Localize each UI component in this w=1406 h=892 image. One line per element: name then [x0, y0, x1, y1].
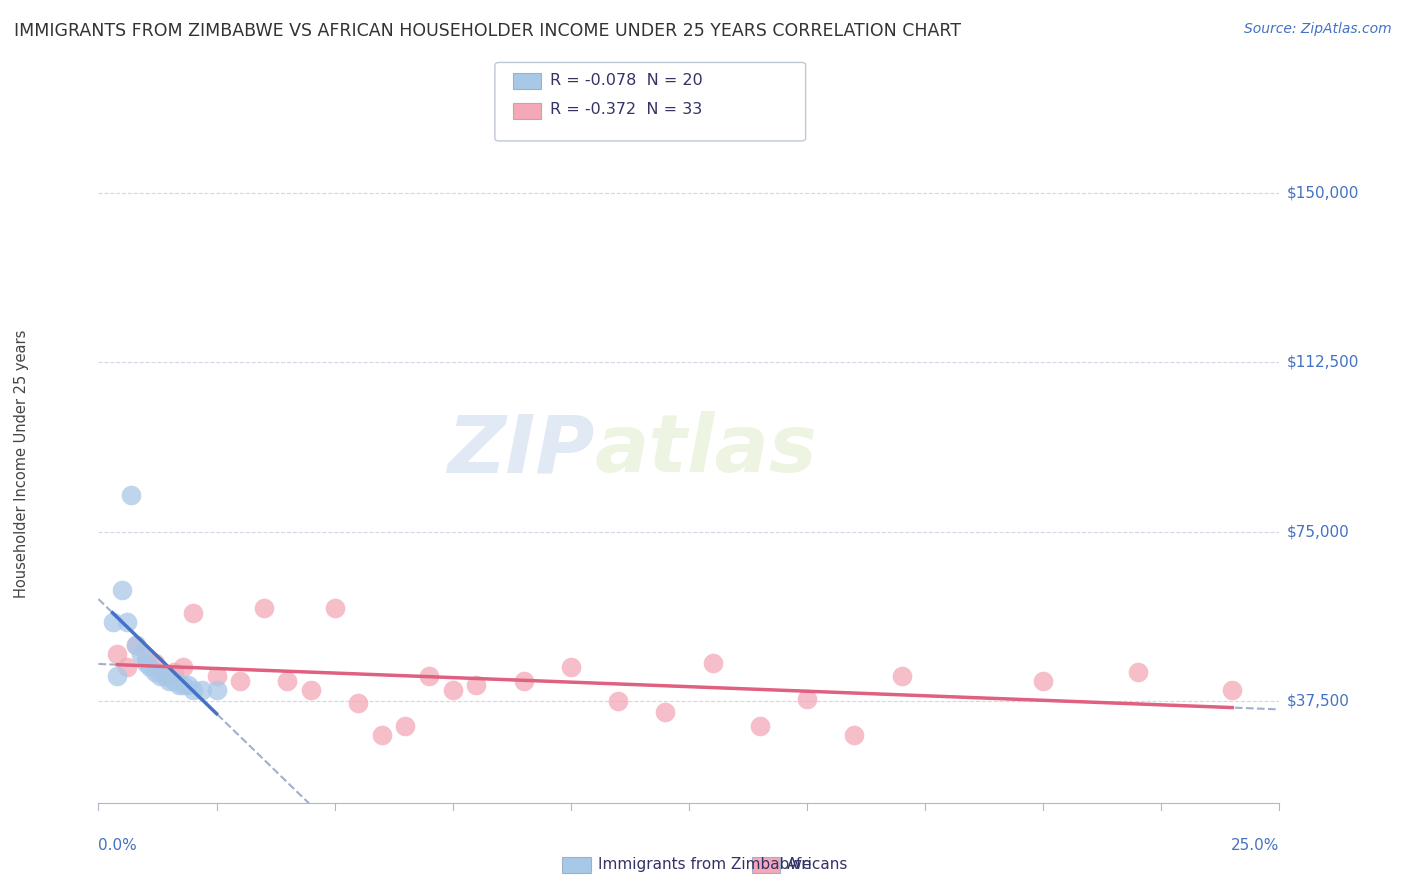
Point	[115, 615, 138, 629]
Point	[560, 660, 582, 674]
Point	[191, 682, 214, 697]
Point	[121, 488, 143, 502]
Point	[111, 583, 134, 598]
Text: R = -0.372  N = 33: R = -0.372 N = 33	[550, 103, 702, 117]
Text: ZIP: ZIP	[447, 411, 595, 490]
Point	[125, 638, 148, 652]
Point	[229, 673, 252, 688]
Point	[172, 660, 194, 674]
Point	[323, 601, 346, 615]
Point	[181, 682, 204, 697]
Point	[205, 669, 228, 683]
Text: 0.0%: 0.0%	[98, 838, 138, 854]
Text: 25.0%: 25.0%	[1232, 838, 1279, 854]
Point	[163, 673, 186, 688]
Point	[347, 697, 370, 711]
Point	[418, 669, 440, 683]
Text: Householder Income Under 25 years: Householder Income Under 25 years	[14, 330, 28, 598]
Point	[163, 665, 186, 679]
Point	[149, 669, 172, 683]
Text: Source: ZipAtlas.com: Source: ZipAtlas.com	[1244, 22, 1392, 37]
Text: atlas: atlas	[595, 411, 817, 490]
Text: $150,000: $150,000	[1286, 186, 1358, 200]
Point	[172, 678, 194, 692]
Point	[135, 651, 157, 665]
Point	[1032, 673, 1054, 688]
Point	[143, 665, 166, 679]
Point	[371, 728, 394, 742]
Text: IMMIGRANTS FROM ZIMBABWE VS AFRICAN HOUSEHOLDER INCOME UNDER 25 YEARS CORRELATIO: IMMIGRANTS FROM ZIMBABWE VS AFRICAN HOUS…	[14, 22, 962, 40]
Point	[105, 647, 128, 661]
Point	[125, 638, 148, 652]
Point	[253, 601, 276, 615]
Text: R = -0.078  N = 20: R = -0.078 N = 20	[550, 73, 703, 87]
Point	[654, 706, 676, 720]
Point	[167, 678, 190, 692]
Text: Africans: Africans	[787, 857, 849, 871]
Point	[702, 656, 724, 670]
Point	[299, 682, 322, 697]
Point	[748, 719, 770, 733]
Point	[844, 728, 866, 742]
Point	[465, 678, 488, 692]
Text: $112,500: $112,500	[1286, 355, 1358, 369]
Point	[1220, 682, 1243, 697]
Point	[105, 669, 128, 683]
Text: $37,500: $37,500	[1286, 694, 1350, 708]
Point	[512, 673, 534, 688]
Point	[153, 669, 176, 683]
Point	[394, 719, 416, 733]
Point	[157, 673, 180, 688]
Point	[101, 615, 124, 629]
Point	[177, 678, 200, 692]
Point	[115, 660, 138, 674]
Point	[129, 647, 152, 661]
Point	[153, 669, 176, 683]
Point	[135, 656, 157, 670]
Point	[607, 694, 630, 708]
Point	[890, 669, 912, 683]
Point	[205, 682, 228, 697]
Point	[441, 682, 464, 697]
Point	[181, 606, 204, 620]
Point	[143, 656, 166, 670]
Point	[796, 691, 818, 706]
Point	[139, 660, 162, 674]
Text: Immigrants from Zimbabwe: Immigrants from Zimbabwe	[598, 857, 811, 871]
Point	[276, 673, 298, 688]
Point	[1126, 665, 1149, 679]
Text: $75,000: $75,000	[1286, 524, 1350, 539]
